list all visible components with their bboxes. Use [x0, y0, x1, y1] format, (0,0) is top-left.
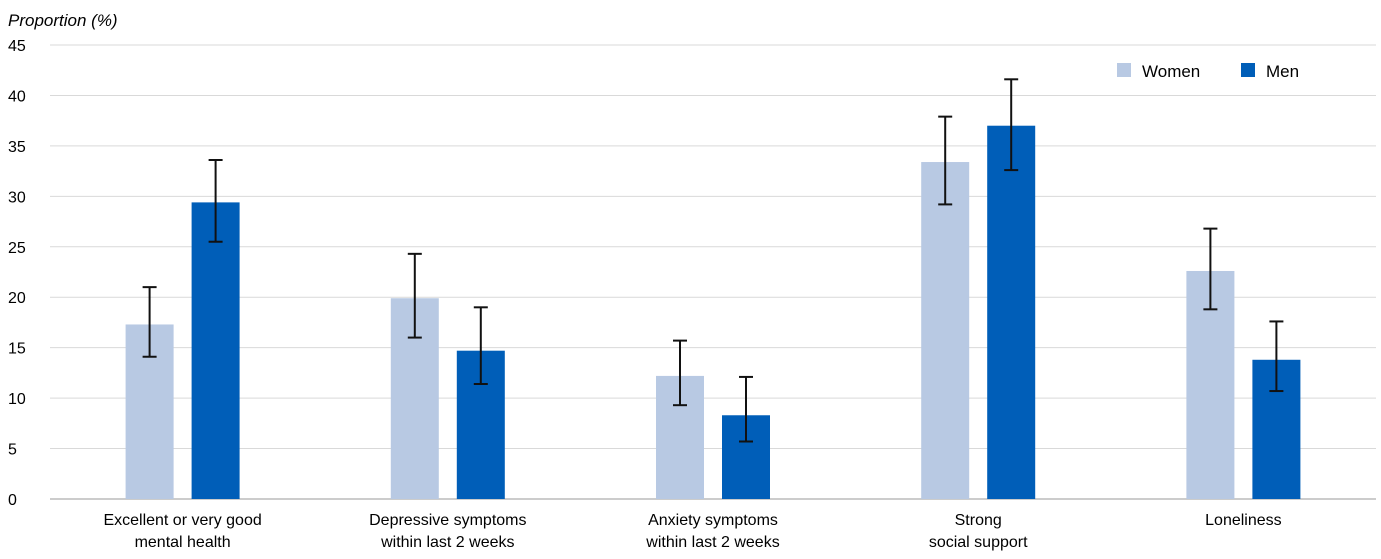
legend-label-women: Women — [1142, 62, 1200, 81]
y-tick-label: 20 — [8, 290, 26, 307]
category-label: mental health — [135, 534, 231, 551]
error-bars — [142, 78, 1284, 443]
legend: Women Men — [1117, 62, 1299, 81]
y-tick-label: 45 — [8, 38, 26, 55]
bar-women — [921, 162, 970, 499]
legend-swatch-women — [1117, 63, 1131, 77]
bar-men — [987, 125, 1036, 499]
category-label: Strong — [955, 512, 1002, 529]
category-label: Loneliness — [1205, 512, 1282, 529]
category-labels: Excellent or very good mental health Depre… — [103, 512, 1281, 551]
category-label: within last 2 weeks — [380, 534, 514, 551]
y-tick-label: 35 — [8, 139, 26, 156]
gridlines — [50, 44, 1376, 500]
category-label: Anxiety symptoms — [648, 512, 778, 529]
y-tick-label: 30 — [8, 189, 26, 206]
bars — [125, 125, 1301, 500]
y-tick-label: 0 — [8, 492, 17, 509]
legend-swatch-men — [1241, 63, 1255, 77]
bar-men — [191, 202, 240, 500]
category-label: Depressive symptoms — [369, 512, 526, 529]
y-tick-label: 5 — [8, 442, 17, 459]
legend-label-men: Men — [1266, 62, 1299, 81]
category-label: within last 2 weeks — [645, 534, 779, 551]
category-label: Excellent or very good — [103, 512, 261, 529]
category-label: social support — [929, 534, 1028, 551]
y-tick-labels: 0 5 10 15 20 25 30 35 40 45 — [8, 38, 26, 509]
y-tick-label: 25 — [8, 240, 26, 257]
y-axis-title: Proportion (%) — [8, 11, 118, 30]
y-tick-label: 10 — [8, 391, 26, 408]
y-tick-label: 40 — [8, 88, 26, 105]
y-tick-label: 15 — [8, 341, 26, 358]
